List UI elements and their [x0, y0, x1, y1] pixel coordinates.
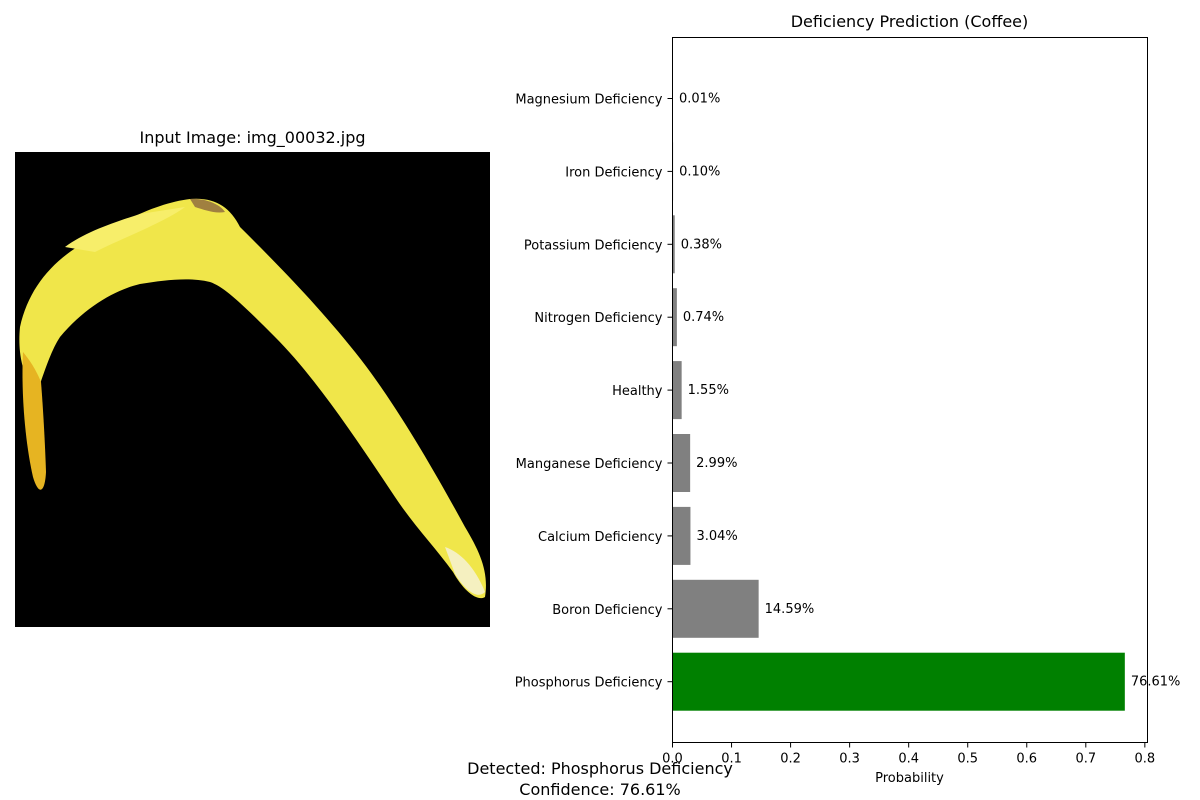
bar-manganese-deficiency — [672, 434, 691, 492]
banana-leaf-image — [15, 152, 490, 627]
chart-title: Deficiency Prediction (Coffee) — [790, 12, 1029, 31]
y-tick-label: Manganese Deficiency — [516, 457, 663, 472]
y-tick-label: Iron Deficiency — [565, 165, 663, 180]
detected-text: Detected: Phosphorus Deficiency — [467, 759, 733, 778]
bar-nitrogen-deficiency — [672, 288, 677, 347]
bar-value-label: 14.59% — [765, 602, 815, 617]
x-tick-label: 0.4 — [898, 752, 919, 767]
y-tick-label: Calcium Deficiency — [538, 530, 663, 545]
bar-value-label: 0.38% — [681, 237, 722, 252]
x-tick-label: 0.1 — [721, 752, 742, 767]
bar-calcium-deficiency — [672, 506, 691, 565]
bar-value-label: 0.10% — [679, 164, 720, 179]
x-tick-label: 0.5 — [957, 752, 978, 767]
y-tick-label: Magnesium Deficiency — [515, 93, 662, 108]
bar-value-label: 1.55% — [688, 383, 729, 398]
bar-value-label: 2.99% — [696, 456, 737, 471]
plot-frame — [672, 37, 1148, 743]
bar-value-label: 3.04% — [696, 529, 737, 544]
y-tick-label: Healthy — [612, 384, 663, 399]
x-tick-label: 0.3 — [839, 752, 860, 767]
confidence-text: Confidence: 76.61% — [519, 780, 681, 799]
x-axis-label: Probability — [875, 771, 944, 786]
x-tick-label: 0.2 — [780, 752, 801, 767]
result-footer: Detected: Phosphorus Deficiency Confiden… — [350, 758, 850, 800]
y-tick-label: Nitrogen Deficiency — [534, 311, 662, 326]
bar-value-label: 76.61% — [1131, 675, 1181, 690]
bar-potassium-deficiency — [672, 215, 675, 274]
bar-boron-deficiency — [672, 579, 759, 638]
bar-value-label: 0.74% — [683, 310, 724, 325]
x-tick-label: 0.7 — [1075, 752, 1096, 767]
x-tick-label: 0.8 — [1134, 752, 1155, 767]
bar-phosphorus-deficiency — [672, 652, 1125, 711]
y-tick-label: Phosphorus Deficiency — [515, 676, 663, 691]
bar-healthy — [672, 361, 682, 420]
x-tick-label: 0.0 — [662, 752, 683, 767]
input-image — [15, 152, 490, 627]
y-tick-label: Potassium Deficiency — [524, 238, 663, 253]
y-tick-label: Boron Deficiency — [552, 603, 663, 618]
input-image-title: Input Image: img_00032.jpg — [139, 128, 366, 147]
bar-value-label: 0.01% — [679, 92, 720, 107]
x-tick-label: 0.6 — [1016, 752, 1037, 767]
